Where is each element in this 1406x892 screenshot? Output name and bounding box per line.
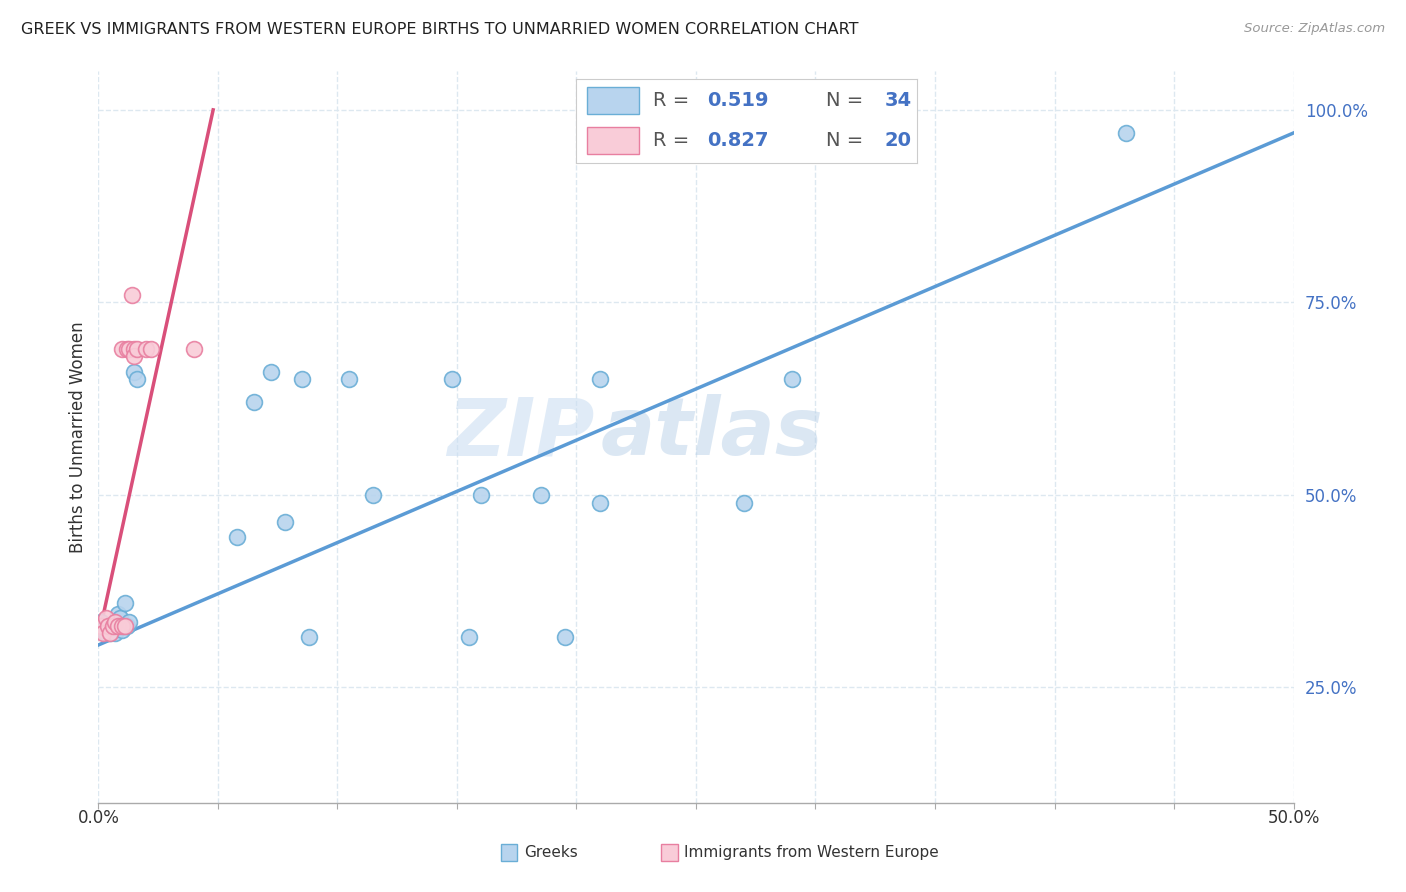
Point xyxy=(97,618,120,632)
Point xyxy=(118,342,141,356)
Point xyxy=(107,618,129,632)
Point xyxy=(554,630,576,644)
Point xyxy=(291,372,314,386)
Point xyxy=(91,626,114,640)
Point xyxy=(114,618,136,632)
Point xyxy=(363,488,385,502)
Text: atlas: atlas xyxy=(600,394,823,473)
Text: ZIP: ZIP xyxy=(447,394,595,473)
Point xyxy=(121,287,143,301)
Point xyxy=(226,530,249,544)
Point xyxy=(589,372,612,386)
Point xyxy=(90,618,112,632)
FancyBboxPatch shape xyxy=(661,844,678,862)
Point xyxy=(101,618,124,632)
Point xyxy=(530,488,553,502)
Point xyxy=(98,626,122,640)
Point xyxy=(458,630,481,644)
Point xyxy=(441,372,464,386)
Point xyxy=(274,515,297,529)
Text: 0.0%: 0.0% xyxy=(77,809,120,827)
Point xyxy=(135,342,157,356)
Point xyxy=(104,626,127,640)
FancyBboxPatch shape xyxy=(501,844,517,862)
Point xyxy=(183,342,205,356)
Point xyxy=(98,626,122,640)
Point xyxy=(111,623,134,637)
Text: Immigrants from Western Europe: Immigrants from Western Europe xyxy=(683,846,939,860)
Point xyxy=(733,495,755,509)
Point xyxy=(125,372,148,386)
Point xyxy=(298,630,321,644)
Point xyxy=(124,342,146,356)
Point xyxy=(339,372,361,386)
Point xyxy=(108,611,131,625)
Point xyxy=(91,623,114,637)
Text: GREEK VS IMMIGRANTS FROM WESTERN EUROPE BIRTHS TO UNMARRIED WOMEN CORRELATION CH: GREEK VS IMMIGRANTS FROM WESTERN EUROPE … xyxy=(21,22,859,37)
Point xyxy=(111,342,134,356)
Point xyxy=(94,626,117,640)
Point xyxy=(104,618,127,632)
Point xyxy=(589,495,612,509)
Point xyxy=(470,488,492,502)
Text: 50.0%: 50.0% xyxy=(1267,809,1320,827)
Text: Source: ZipAtlas.com: Source: ZipAtlas.com xyxy=(1244,22,1385,36)
Point xyxy=(114,596,136,610)
Point xyxy=(139,342,162,356)
Point xyxy=(243,395,266,409)
Point xyxy=(118,615,141,629)
Y-axis label: Births to Unmarried Women: Births to Unmarried Women xyxy=(69,321,87,553)
Point xyxy=(115,342,138,356)
Point xyxy=(94,611,117,625)
Point xyxy=(125,342,148,356)
Text: Greeks: Greeks xyxy=(523,846,578,860)
Point xyxy=(97,623,120,637)
Point xyxy=(1115,126,1137,140)
Point xyxy=(111,618,134,632)
Point xyxy=(780,372,803,386)
Point xyxy=(104,615,127,629)
Point xyxy=(124,349,146,363)
Point xyxy=(259,365,281,379)
Point xyxy=(115,618,138,632)
Point xyxy=(101,618,124,632)
Point xyxy=(124,365,146,379)
Point xyxy=(107,607,129,622)
Point xyxy=(90,615,112,629)
